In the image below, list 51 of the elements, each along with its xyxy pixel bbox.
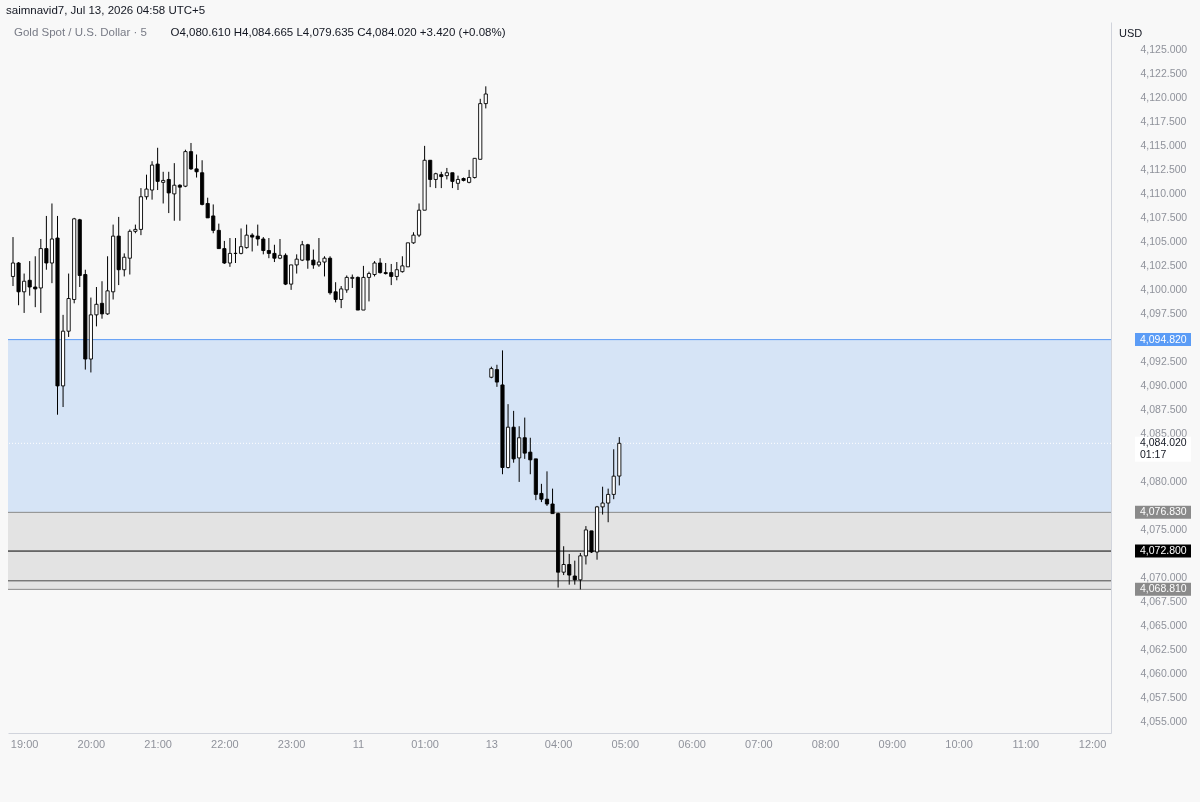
chart-subtitle: O4,080.610 H4,084.665 L4,079.635 C4,084.020 +3.420 (+0.08%) — [170, 26, 506, 38]
x-tick-label: 23:00 — [277, 737, 306, 750]
y-tick-label: 4,075.000 — [1140, 523, 1188, 536]
y-tick-label: 4,107.500 — [1140, 211, 1188, 224]
y-tick-label: 4,122.500 — [1140, 67, 1188, 80]
x-tick-label: 13 — [485, 737, 498, 750]
y-tick-label: 4,105.000 — [1140, 235, 1188, 248]
x-tick-label: 22:00 — [211, 737, 239, 750]
x-tick-label: 01:00 — [411, 737, 439, 750]
x-tick-label: 11:00 — [1012, 737, 1040, 750]
y-axis-title: USD — [1119, 27, 1143, 39]
x-tick-label: 12:00 — [1078, 737, 1107, 750]
x-tick-label: 20:00 — [77, 737, 106, 750]
x-tick-label: 04:00 — [544, 737, 573, 750]
y-tick-label: 4,087.500 — [1140, 403, 1188, 416]
x-tick-label: 06:00 — [678, 737, 706, 750]
y-tick-label: 4,120.000 — [1140, 91, 1188, 104]
y-tick-label: 4,117.500 — [1140, 115, 1187, 128]
x-tick-label: 10:00 — [945, 737, 973, 750]
candlestick — [483, 85, 488, 109]
chart-title: Gold Spot / U.S. Dollar · 5 — [14, 26, 147, 38]
x-tick-label: 19:00 — [10, 737, 39, 750]
y-tick-label: 4,055.000 — [1140, 715, 1188, 728]
x-tick-label: 11 — [352, 737, 365, 750]
x-tick-label: 05:00 — [611, 737, 640, 750]
ref-line-label: 4,072.800 — [1140, 544, 1187, 557]
y-tick-label: 4,110.000 — [1140, 187, 1187, 200]
y-tick-label: 4,090.000 — [1140, 379, 1188, 392]
y-tick-label: 4,060.000 — [1140, 667, 1188, 680]
x-tick-label: 07:00 — [745, 737, 773, 750]
y-tick-label: 4,125.000 — [1140, 43, 1188, 56]
ref-line-label: 4,094.820 — [1140, 332, 1187, 345]
x-tick-label: 08:00 — [811, 737, 840, 750]
y-tick-label: 4,100.000 — [1140, 283, 1188, 296]
y-tick-label: 4,065.000 — [1140, 619, 1188, 632]
y-tick-label: 4,092.500 — [1140, 355, 1188, 368]
y-tick-label: 4,102.500 — [1140, 259, 1188, 272]
y-tick-label: 4,112.500 — [1140, 163, 1187, 176]
y-tick-label: 4,097.500 — [1140, 307, 1188, 320]
y-tick-label: 4,115.000 — [1140, 139, 1187, 152]
y-tick-label: 4,057.500 — [1140, 691, 1188, 704]
y-tick-label: 4,070.000 — [1140, 571, 1188, 584]
ref-line-label: 4,084.020 01:17 — [1140, 436, 1187, 461]
y-tick-label: 4,062.500 — [1140, 643, 1188, 656]
ref-line-label: 4,068.810 — [1140, 582, 1187, 595]
x-tick-label: 21:00 — [144, 737, 172, 750]
ref-line-label: 4,076.830 — [1140, 505, 1187, 518]
y-tick-label: 4,080.000 — [1140, 475, 1188, 488]
text: saimnavid7, Jul 13, 2026 04:58 UTC+5 — [6, 4, 206, 16]
x-tick-label: 09:00 — [878, 737, 907, 750]
y-tick-label: 4,067.500 — [1140, 595, 1188, 608]
